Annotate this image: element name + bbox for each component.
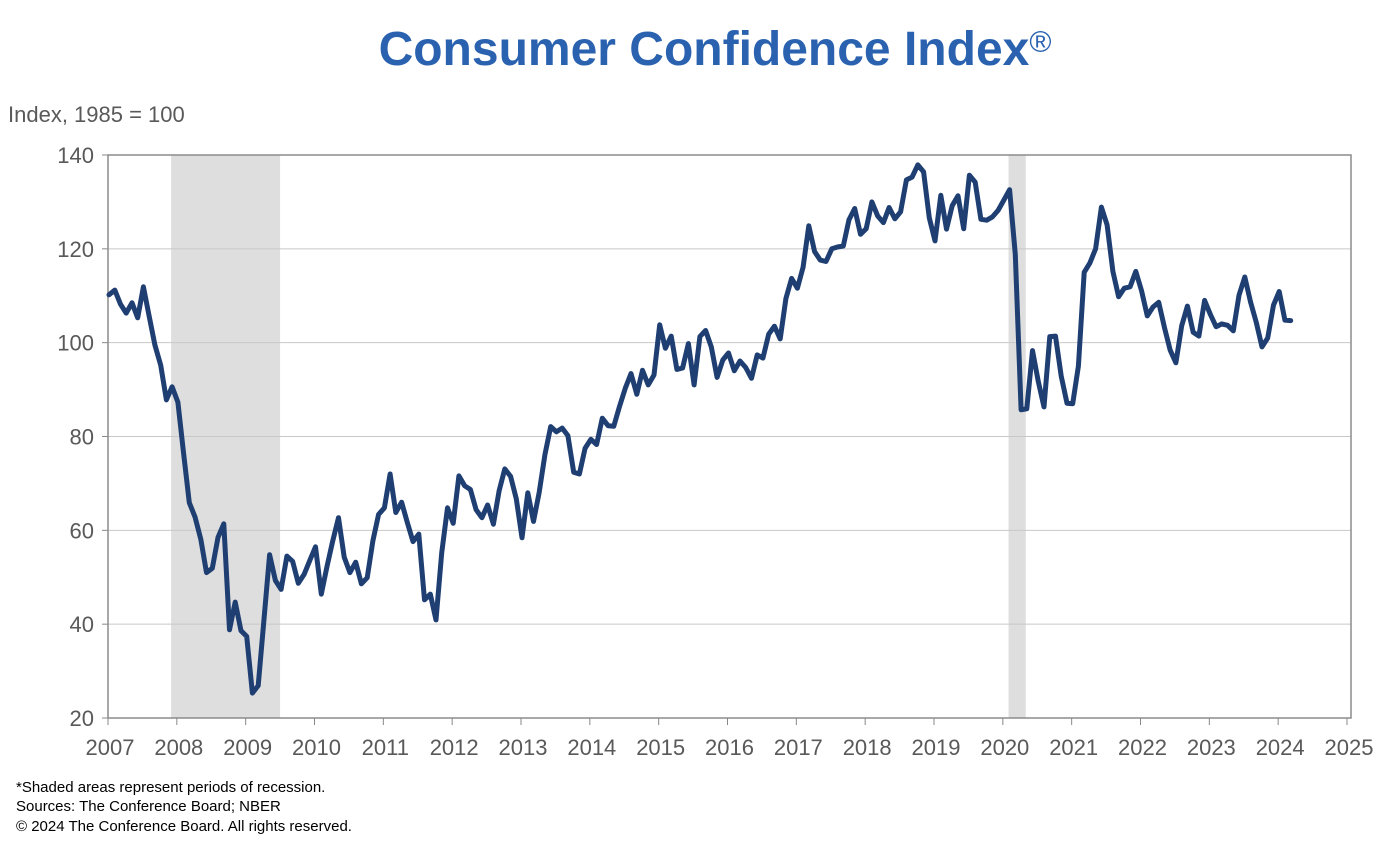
plot-frame bbox=[107, 154, 1352, 719]
y-tick-label: 20 bbox=[70, 706, 94, 731]
chart-title: Consumer Confidence Index® bbox=[0, 22, 1389, 77]
y-tick-label: 100 bbox=[57, 331, 94, 356]
x-tick-label: 2013 bbox=[499, 735, 548, 760]
x-tick-label: 2011 bbox=[362, 735, 409, 760]
x-tick-label: 2021 bbox=[1049, 735, 1098, 760]
recession-note: *Shaded areas represent periods of reces… bbox=[16, 779, 326, 796]
x-tick-label: 2025 bbox=[1325, 735, 1374, 760]
x-tick-label: 2023 bbox=[1187, 735, 1236, 760]
x-tick-label: 2020 bbox=[980, 735, 1029, 760]
x-tick-label: 2017 bbox=[774, 735, 823, 760]
y-tick-label: 80 bbox=[70, 425, 94, 450]
x-tick-label: 2024 bbox=[1256, 735, 1305, 760]
y-tick-label: 40 bbox=[70, 612, 94, 637]
y-tick-label: 140 bbox=[57, 143, 94, 168]
copyright-note: © 2024 The Conference Board. All rights … bbox=[16, 818, 352, 835]
x-tick-label: 2009 bbox=[223, 735, 272, 760]
x-tick-label: 2022 bbox=[1118, 735, 1167, 760]
chart-title-text: Consumer Confidence Index bbox=[378, 23, 1030, 76]
x-tick-label: 2010 bbox=[292, 735, 341, 760]
x-tick-label: 2014 bbox=[567, 735, 616, 760]
x-tick-label: 2015 bbox=[636, 735, 685, 760]
series-line-consumer-confidence bbox=[106, 162, 1294, 696]
y-tick-label: 60 bbox=[70, 518, 94, 543]
y-tick-label: 120 bbox=[57, 237, 94, 262]
x-tick-label: 2016 bbox=[705, 735, 754, 760]
x-tick-label: 2012 bbox=[430, 735, 479, 760]
sources-note: Sources: The Conference Board; NBER bbox=[16, 798, 281, 815]
y-axis-label: Index, 1985 = 100 bbox=[8, 102, 185, 127]
x-tick-label: 2019 bbox=[912, 735, 961, 760]
x-tick-label: 2007 bbox=[86, 735, 135, 760]
x-tick-label: 2008 bbox=[154, 735, 203, 760]
x-tick-label: 2018 bbox=[843, 735, 892, 760]
registered-mark: ® bbox=[1029, 26, 1052, 59]
